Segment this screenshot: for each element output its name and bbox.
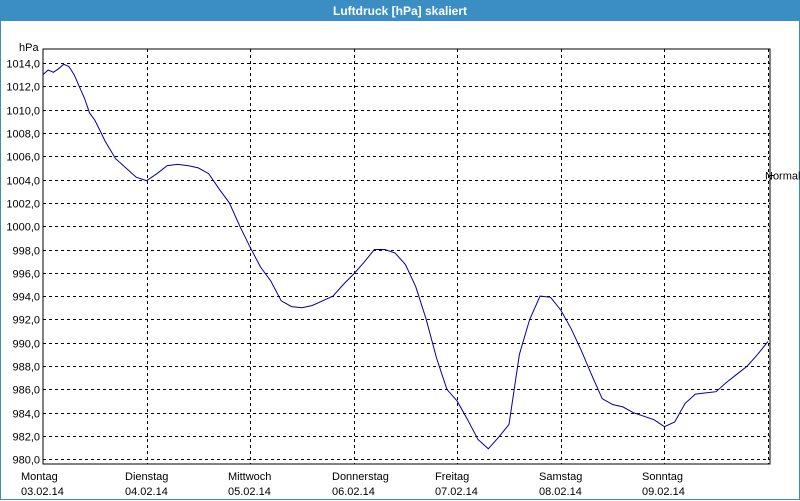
x-tick-date: 06.02.14 (332, 486, 375, 498)
y-tick-label: 1006,0 (6, 152, 40, 164)
y-axis-label: hPa (19, 42, 39, 54)
y-tick-label: 1000,0 (6, 222, 40, 234)
x-tick-day: Freitag (435, 471, 469, 483)
y-tick-label: 994,0 (12, 292, 40, 304)
y-tick-label: 1002,0 (6, 199, 40, 211)
y-tick-label: 984,0 (12, 409, 40, 421)
x-tick-day: Samstag (539, 471, 582, 483)
y-tick-label: 986,0 (12, 385, 40, 397)
x-tick-date: 05.02.14 (228, 486, 271, 498)
y-tick-label: 1004,0 (6, 176, 40, 188)
y-tick-label: 992,0 (12, 315, 40, 327)
series-line (42, 63, 769, 450)
x-tick-day: Montag (21, 471, 58, 483)
grid (43, 49, 774, 464)
y-tick-label: 982,0 (12, 432, 40, 444)
y-tick-label: 1012,0 (6, 82, 40, 94)
x-tick-date: 03.02.14 (21, 486, 64, 498)
y-tick-label: 990,0 (12, 339, 40, 351)
x-axis-ticks: Montag 03.02.14 Dienstag 04.02.14 Mittwoch 05… (21, 471, 685, 498)
y-tick-label: 980,0 (12, 455, 40, 467)
x-tick-day: Sonntag (642, 471, 683, 483)
x-tick-day: Donnerstag (332, 471, 389, 483)
x-tick-date: 07.02.14 (435, 486, 478, 498)
y-axis-ticks: 1014,0 1012,0 1010,0 1008,0 1006,0 1004,0 1002… (6, 59, 40, 467)
y-tick-label: 1008,0 (6, 129, 40, 141)
y-tick-label: 1010,0 (6, 106, 40, 118)
x-tick-day: Dienstag (125, 471, 168, 483)
x-tick-date: 08.02.14 (539, 486, 582, 498)
window-title: Luftdruck [hPa] skaliert (1, 1, 799, 21)
plot-area-frame (42, 48, 771, 465)
x-tick-date: 04.02.14 (125, 486, 168, 498)
y-tick-label: 1014,0 (6, 59, 40, 71)
reference-label: Normal (765, 171, 800, 183)
y-tick-label: 988,0 (12, 362, 40, 374)
x-tick-day: Mittwoch (228, 471, 271, 483)
x-tick-date: 09.02.14 (642, 486, 685, 498)
y-tick-label: 996,0 (12, 269, 40, 281)
y-tick-label: 998,0 (12, 246, 40, 258)
